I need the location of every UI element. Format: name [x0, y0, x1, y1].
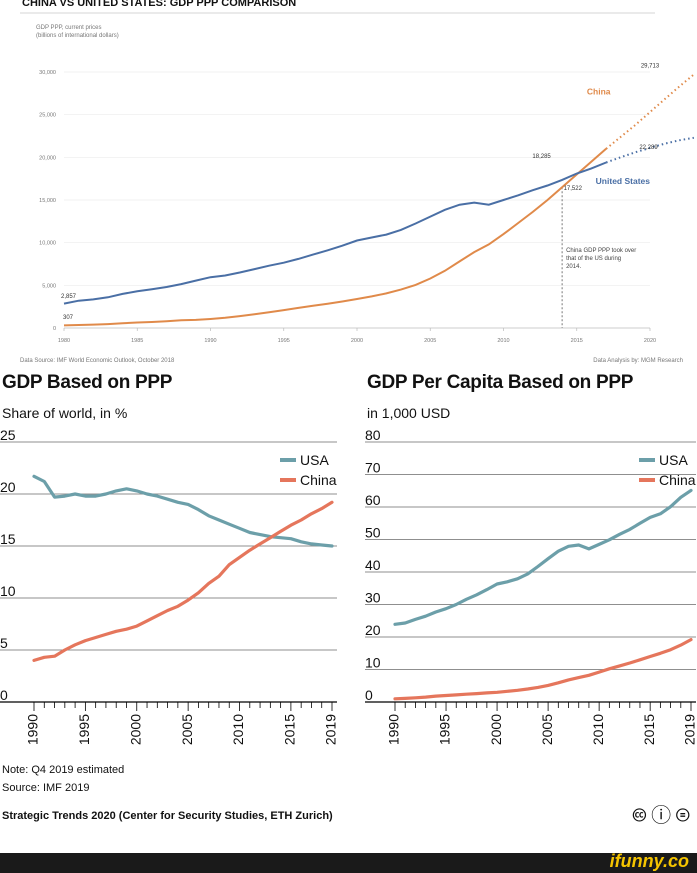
x-tick-label: 2010: [230, 714, 246, 745]
y-tick-label: 40: [365, 557, 381, 573]
x-tick-label: 2000: [127, 714, 143, 745]
x-tick-label: 1980: [58, 338, 70, 344]
china-end-value-label: 29,713: [641, 64, 660, 70]
takeover-annotation: 2014.: [566, 264, 581, 270]
y-tick-label: 10,000: [39, 241, 56, 247]
x-tick-label: 1995: [437, 714, 453, 745]
per-capita-chart: 0 10 20 30 40 50 60 70 80 1990 1995 2000 2005 2010 201…: [365, 427, 697, 745]
y-tick-label: 20: [365, 622, 381, 638]
y-tick-label: 0: [0, 687, 8, 703]
takeover-annotation: China GDP PPP took over: [566, 248, 636, 254]
china-line: [32, 500, 334, 662]
y-tick-label: 0: [53, 326, 56, 332]
china-line: [393, 638, 693, 701]
legend-label-china: China: [300, 472, 337, 488]
top-gdp-ppp-chart: 0 5,000 10,000 15,000 20,000 25,000 30,000 1980…: [20, 12, 695, 344]
y-tick-label: 20: [0, 479, 16, 495]
y-tick-label: 30,000: [39, 70, 56, 76]
us-series-label: United States: [596, 176, 651, 186]
share-of-world-chart: 0 5 10 15 20 25 1990 1995 2000 2005 2010 2015 2019 US…: [0, 427, 339, 745]
left-chart-subtitle: Share of world, in %: [2, 405, 128, 421]
x-tick-label: 2000: [488, 714, 504, 745]
y-tick-label: 60: [365, 492, 381, 508]
y-tick-label: 25: [0, 427, 16, 443]
x-tick-label: 2015: [282, 714, 298, 745]
y-tick-label: 10: [365, 655, 381, 671]
x-tick-label: 1995: [278, 338, 290, 344]
credit-line: Strategic Trends 2020 (Center for Securi…: [2, 810, 333, 822]
x-tick-label: 2010: [497, 338, 509, 344]
y-tick-label: 5,000: [42, 283, 56, 289]
x-tick-label: 2010: [590, 714, 606, 745]
source-note: Source: IMF 2019: [2, 782, 90, 794]
china-2014-value-label: 18,285: [532, 154, 551, 160]
y-tick-label: 80: [365, 427, 381, 443]
right-chart-subtitle: in 1,000 USD: [367, 405, 451, 421]
us-2014-value-label: 17,522: [564, 186, 583, 192]
legend-label-usa: USA: [300, 452, 329, 468]
y-tick-label: 5: [0, 635, 8, 651]
china-start-value-label: 307: [63, 315, 74, 321]
y-tick-label: 15: [0, 531, 16, 547]
y-tick-label: 70: [365, 460, 381, 476]
y-tick-label: 50: [365, 525, 381, 541]
footnote: Note: Q4 2019 estimated: [2, 764, 125, 776]
top-chart-title: CHINA VS UNITED STATES: GDP PPP COMPARIS…: [22, 0, 297, 9]
us-end-value-label: 22,289: [639, 145, 658, 151]
watermark-logo: ifunny.co: [609, 851, 689, 871]
x-tick-label: 2005: [539, 714, 555, 745]
x-tick-label: 1990: [25, 714, 41, 745]
y-tick-label: 25,000: [39, 113, 56, 119]
x-tick-label: 1990: [386, 714, 402, 745]
x-tick-label: 2019: [682, 714, 697, 745]
china-projection-line: [605, 73, 695, 150]
china-gdp-line: [63, 148, 607, 327]
us-projection-line: [605, 136, 695, 164]
x-tick-label: 2020: [644, 338, 656, 344]
data-analysis-label: Data Analysis by: MGM Research: [593, 358, 683, 364]
left-chart-title: GDP Based on PPP: [2, 372, 173, 393]
data-source-label: Data Source: IMF World Economic Outlook,…: [20, 358, 175, 364]
china-series-label: China: [587, 86, 611, 96]
y-tick-label: 20,000: [39, 155, 56, 161]
y-tick-label: 0: [365, 687, 373, 703]
x-tick-label: 2019: [323, 714, 339, 745]
bottom-bar: [0, 853, 697, 873]
usa-line: [393, 488, 693, 626]
x-tick-label: 2000: [351, 338, 363, 344]
right-chart-title: GDP Per Capita Based on PPP: [367, 372, 634, 393]
usa-line: [32, 474, 334, 548]
x-tick-label: 2015: [571, 338, 583, 344]
y-tick-label: 30: [365, 590, 381, 606]
x-tick-label: 1990: [204, 338, 216, 344]
x-tick-label: 1985: [131, 338, 143, 344]
x-tick-label: 2005: [424, 338, 436, 344]
legend-label-china: China: [659, 472, 696, 488]
creative-commons-icon: 🅭 ⓘ ⊜: [633, 805, 689, 827]
takeover-annotation: that of the US during: [566, 256, 621, 262]
us-gdp-line: [63, 161, 607, 305]
top-chart-ylabel2: (billions of international dollars): [36, 33, 119, 39]
y-tick-label: 15,000: [39, 198, 56, 204]
top-chart-ylabel: GDP PPP, current prices: [36, 25, 102, 31]
y-tick-label: 10: [0, 583, 16, 599]
legend-label-usa: USA: [659, 452, 688, 468]
us-start-value-label: 2,857: [61, 294, 77, 300]
x-tick-label: 2015: [641, 714, 657, 745]
x-tick-label: 2005: [179, 714, 195, 745]
x-tick-label: 1995: [76, 714, 92, 745]
